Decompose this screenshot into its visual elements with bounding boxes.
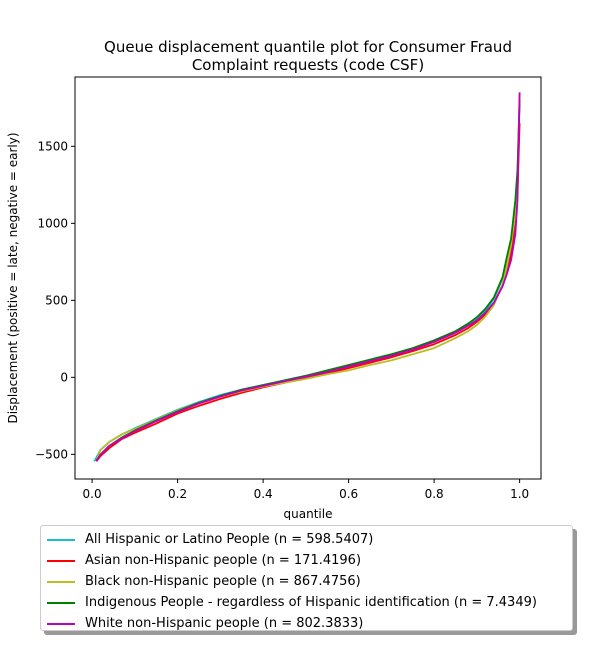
x-axis-label: quantile bbox=[284, 507, 333, 520]
x-tick-label: 0.6 bbox=[339, 487, 358, 501]
quantile-chart: Queue displacement quantile plot for Con… bbox=[6, 38, 542, 520]
legend-label: Indigenous People - regardless of Hispan… bbox=[85, 595, 537, 610]
series-line-4 bbox=[95, 92, 521, 462]
y-tick-label: −500 bbox=[35, 447, 68, 461]
chart-title-line-1: Queue displacement quantile plot for Con… bbox=[104, 38, 512, 56]
y-tick-label: 1000 bbox=[37, 216, 68, 230]
legend-swatch bbox=[47, 559, 75, 562]
legend-swatch bbox=[47, 580, 75, 583]
legend-label: Asian non-Hispanic people (n = 171.4196) bbox=[85, 553, 362, 568]
legend-swatch bbox=[47, 601, 75, 604]
legend-item: Asian non-Hispanic people (n = 171.4196) bbox=[47, 550, 572, 571]
y-tick-label: 0 bbox=[60, 370, 68, 384]
series-layer bbox=[93, 92, 521, 462]
x-tick-label: 0.8 bbox=[425, 487, 444, 501]
legend-label: White non-Hispanic people (n = 802.3833) bbox=[85, 616, 364, 631]
legend-item: White non-Hispanic people (n = 802.3833) bbox=[47, 613, 572, 634]
legend-swatch bbox=[47, 538, 75, 541]
legend-item: Black non-Hispanic people (n = 867.4756) bbox=[47, 571, 572, 592]
x-tick-label: 0.2 bbox=[168, 487, 187, 501]
x-axis-ticks: 0.0 0.2 0.4 0.6 0.8 1.0 bbox=[83, 479, 529, 501]
series-line-3 bbox=[95, 100, 521, 462]
legend-swatch bbox=[47, 622, 75, 625]
y-axis-ticks: −500 0 500 1000 1500 bbox=[35, 139, 75, 461]
legend-label: All Hispanic or Latino People (n = 598.5… bbox=[85, 532, 374, 547]
legend: All Hispanic or Latino People (n = 598.5… bbox=[40, 525, 573, 631]
series-line-0 bbox=[93, 100, 521, 462]
chart-title-line-2: Complaint requests (code CSF) bbox=[192, 56, 424, 74]
y-axis-label: Displacement (positive = late, negative … bbox=[6, 132, 20, 423]
y-tick-label: 500 bbox=[45, 293, 68, 307]
x-tick-label: 0.4 bbox=[254, 487, 273, 501]
legend-item: Indigenous People - regardless of Hispan… bbox=[47, 592, 572, 613]
series-line-2 bbox=[95, 92, 521, 461]
x-tick-label: 0.0 bbox=[83, 487, 102, 501]
series-line-1 bbox=[95, 123, 521, 462]
plot-frame bbox=[74, 76, 542, 480]
x-tick-label: 1.0 bbox=[510, 487, 529, 501]
legend-label: Black non-Hispanic people (n = 867.4756) bbox=[85, 574, 361, 589]
legend-item: All Hispanic or Latino People (n = 598.5… bbox=[47, 529, 572, 550]
y-tick-label: 1500 bbox=[37, 139, 68, 153]
